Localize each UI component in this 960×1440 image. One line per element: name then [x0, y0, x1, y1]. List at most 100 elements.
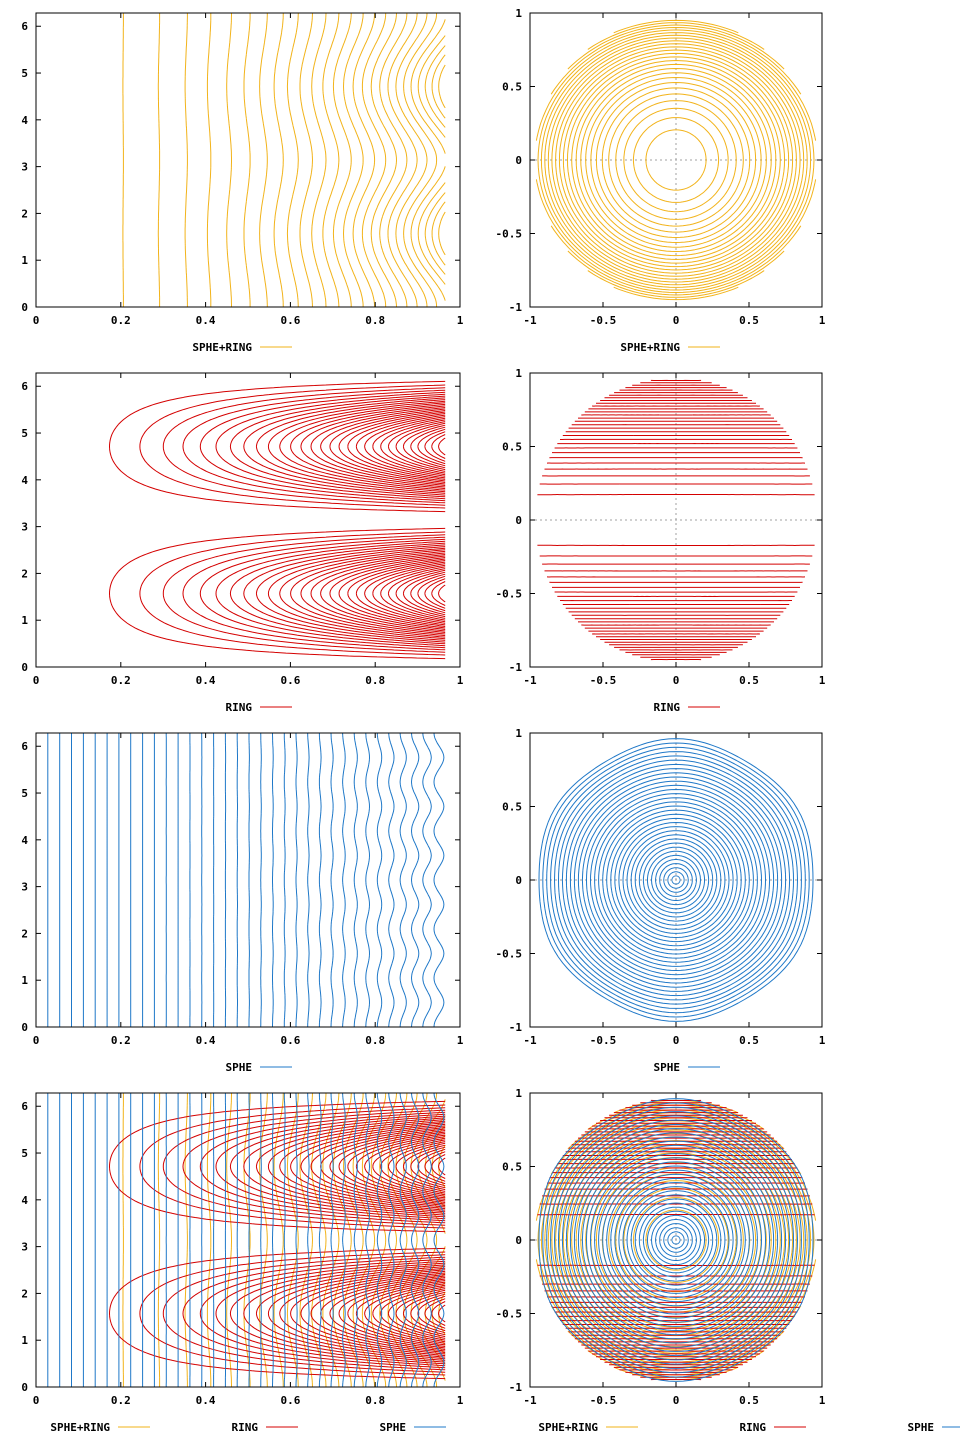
y-tick-label: 1 [21, 974, 28, 987]
y-tick-label: -0.5 [496, 948, 523, 961]
y-tick-label: 2 [21, 1287, 28, 1300]
x-tick-label: 0 [673, 674, 680, 687]
x-tick-label: 1 [457, 1034, 464, 1047]
x-tick-label: 0 [33, 314, 40, 327]
y-tick-label: 4 [21, 474, 28, 487]
x-tick-label: 0.8 [365, 314, 385, 327]
y-tick-label: 6 [21, 1100, 28, 1113]
y-tick-label: 0.5 [502, 1161, 522, 1174]
y-tick-label: -1 [509, 1021, 523, 1034]
x-tick-label: 0.4 [196, 1394, 216, 1407]
chart-panel-8: -1 -0.5 0 0.5 1 -1 -0.5 0 0.5 1 SPHE+RING RING SPHE [496, 1087, 960, 1434]
y-tick-label: 3 [21, 1241, 28, 1254]
x-tick-label: 1 [457, 314, 464, 327]
contour-lines-sphe [47, 732, 445, 1028]
y-tick-label: 0 [21, 661, 28, 674]
x-tick-label: 0.4 [196, 1034, 216, 1047]
x-tick-label: 1 [819, 314, 826, 327]
y-tick-label: 1 [21, 254, 28, 267]
x-tick-label: 0.5 [739, 1394, 759, 1407]
chart-panel-6: -1 -0.5 0 0.5 1 -1 -0.5 0 0.5 1 SPHE [496, 727, 826, 1074]
y-tick-label: 0.5 [502, 801, 522, 814]
x-tick-label: -0.5 [590, 674, 617, 687]
contour-lines-ring [537, 379, 815, 661]
x-tick-label: 0.8 [365, 1034, 385, 1047]
x-tick-label: 0.6 [280, 314, 300, 327]
y-tick-label: 5 [21, 427, 28, 440]
y-tick-label: 4 [21, 114, 28, 127]
y-tick-label: 2 [21, 207, 28, 220]
y-tick-label: 2 [21, 927, 28, 940]
chart-panel-7: 0 0.2 0.4 0.6 0.8 1 0 1 2 3 4 5 6 SPHE+RING RING SPHE [21, 1092, 464, 1434]
x-tick-label: 0.2 [111, 674, 131, 687]
legend-label: SPHE [226, 1061, 253, 1074]
y-tick-label: 0.5 [502, 441, 522, 454]
x-tick-label: 1 [819, 1034, 826, 1047]
legend-label: SPHE+RING [620, 341, 680, 354]
legend-label: SPHE+RING [538, 1421, 598, 1434]
y-tick-label: 5 [21, 787, 28, 800]
x-tick-label: 1 [457, 1394, 464, 1407]
x-tick-label: 0.8 [365, 674, 385, 687]
y-tick-label: 0 [21, 301, 28, 314]
y-tick-label: -0.5 [496, 228, 523, 241]
x-tick-label: 0.2 [111, 314, 131, 327]
y-tick-label: 0.5 [502, 81, 522, 94]
plot-frame [35, 12, 461, 308]
x-tick-label: 1 [457, 674, 464, 687]
x-tick-label: 0.5 [739, 674, 759, 687]
y-tick-label: 6 [21, 20, 28, 33]
x-tick-label: 0.2 [111, 1394, 131, 1407]
plot-frame [35, 732, 461, 1028]
y-tick-label: 3 [21, 161, 28, 174]
x-tick-label: -0.5 [590, 1394, 617, 1407]
y-tick-label: 0 [515, 154, 522, 167]
y-tick-label: 1 [21, 1334, 28, 1347]
chart-panel-3: 0 0.2 0.4 0.6 0.8 1 0 1 2 3 4 5 6 RING [21, 372, 464, 714]
x-tick-label: 0 [33, 1394, 40, 1407]
legend-label: RING [654, 701, 681, 714]
y-tick-label: -0.5 [496, 1308, 523, 1321]
x-tick-label: -1 [523, 1394, 537, 1407]
x-tick-label: 0.4 [196, 314, 216, 327]
legend-label: SPHE [908, 1421, 935, 1434]
x-tick-label: 0 [33, 674, 40, 687]
chart-panel-4: -1 -0.5 0 0.5 1 -1 -0.5 0 0.5 1 RING [496, 367, 826, 714]
y-tick-label: 6 [21, 740, 28, 753]
legend-label: SPHE [380, 1421, 407, 1434]
y-tick-label: 0 [515, 1234, 522, 1247]
y-tick-label: 1 [515, 1087, 522, 1100]
y-tick-label: 4 [21, 834, 28, 847]
x-tick-label: 0.6 [280, 674, 300, 687]
y-tick-label: 5 [21, 67, 28, 80]
legend-label: RING [232, 1421, 259, 1434]
contour-lines-sphe-ring [122, 12, 446, 308]
x-tick-label: 0.6 [280, 1034, 300, 1047]
y-tick-label: -0.5 [496, 588, 523, 601]
x-tick-label: 0 [33, 1034, 40, 1047]
x-tick-label: -1 [523, 314, 537, 327]
contour-lines-sphe [538, 1098, 814, 1382]
y-tick-label: 3 [21, 881, 28, 894]
chart-panel-1: 0 0.2 0.4 0.6 0.8 1 0 1 2 3 4 5 6 SPHE+RING [21, 12, 464, 354]
x-tick-label: 0.5 [739, 1034, 759, 1047]
x-tick-label: 0 [673, 1394, 680, 1407]
x-tick-label: -0.5 [590, 1034, 617, 1047]
y-tick-label: -1 [509, 661, 523, 674]
contour-lines-sphe-ring [535, 19, 817, 301]
y-tick-label: -1 [509, 1381, 523, 1394]
y-tick-label: -1 [509, 301, 523, 314]
legend-label: RING [226, 701, 253, 714]
y-tick-label: 3 [21, 521, 28, 534]
contour-lines-ring [109, 380, 446, 660]
x-tick-label: 0.2 [111, 1034, 131, 1047]
x-tick-label: 1 [819, 674, 826, 687]
contour-lines-sphe [47, 1092, 445, 1388]
y-tick-label: 1 [515, 367, 522, 380]
y-tick-label: 0 [21, 1381, 28, 1394]
x-tick-label: -1 [523, 1034, 537, 1047]
y-tick-label: 5 [21, 1147, 28, 1160]
y-tick-label: 2 [21, 567, 28, 580]
x-tick-label: 0 [673, 1034, 680, 1047]
